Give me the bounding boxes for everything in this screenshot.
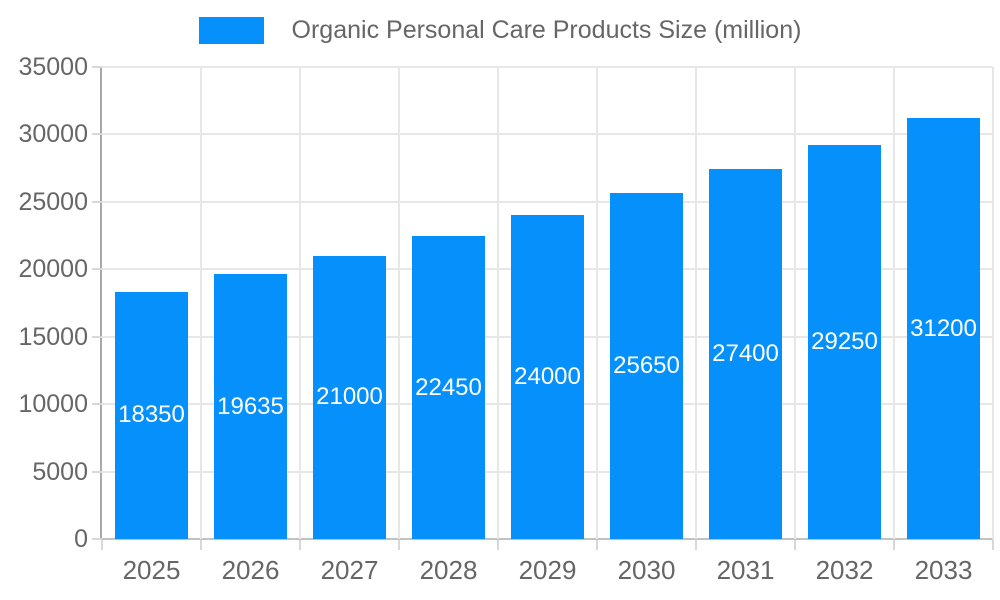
bar-value-label: 21000 — [316, 383, 383, 411]
x-tick-mark — [695, 540, 697, 550]
x-tick-mark — [398, 540, 400, 550]
bar-value-label: 29250 — [811, 327, 878, 355]
x-tick-label: 2032 — [815, 555, 874, 585]
y-tick-label: 10000 — [18, 390, 88, 419]
bar-2031[interactable]: 27400 — [709, 169, 782, 539]
y-tick-mark — [92, 66, 102, 68]
y-tick-label: 5000 — [32, 457, 88, 486]
x-tick-mark — [497, 540, 499, 550]
bar-value-label: 24000 — [514, 363, 581, 391]
gridline-v — [200, 67, 202, 539]
bar-2032[interactable]: 29250 — [808, 144, 881, 539]
gridline-v — [893, 67, 895, 539]
bar-2027[interactable]: 21000 — [313, 255, 386, 539]
x-tick-mark — [101, 540, 103, 550]
bar-2030[interactable]: 25650 — [610, 193, 683, 539]
gridline-v — [398, 67, 400, 539]
legend-label: Organic Personal Care Products Size (mil… — [291, 16, 802, 44]
x-tick-label: 2026 — [221, 555, 280, 585]
x-tick-mark — [596, 540, 598, 550]
x-tick-mark — [299, 540, 301, 550]
y-tick-mark — [92, 200, 102, 203]
y-tick-mark — [92, 470, 102, 473]
x-axis: 2025 2026 2027 2028 2029 2030 2031 2032 2033 — [102, 554, 993, 590]
x-tick-mark — [200, 540, 202, 550]
y-tick-mark — [92, 538, 102, 540]
y-axis-line — [100, 67, 102, 539]
gridline-v — [299, 67, 301, 539]
gridline-v — [596, 67, 598, 539]
bar-2028[interactable]: 22450 — [412, 236, 485, 539]
bar-value-label: 31200 — [910, 314, 977, 342]
bar-value-label: 19635 — [217, 392, 284, 420]
bar-value-label: 18350 — [118, 401, 185, 429]
x-axis-line — [92, 538, 993, 540]
gridline-h — [102, 200, 993, 203]
gridline-v — [497, 67, 499, 539]
x-tick-label: 2030 — [617, 555, 676, 585]
bar-2029[interactable]: 24000 — [511, 215, 584, 539]
x-tick-label: 2025 — [122, 555, 181, 585]
y-tick-mark — [92, 335, 102, 338]
x-tick-label: 2033 — [914, 555, 973, 585]
gridline-h — [102, 66, 993, 68]
x-tick-label: 2031 — [716, 555, 775, 585]
bar-value-label: 22450 — [415, 373, 482, 401]
y-tick-label: 35000 — [18, 53, 88, 81]
y-tick-label: 15000 — [18, 322, 88, 351]
plot-area: 18350 19635 21000 22450 24000 25650 27400 29250… — [102, 66, 994, 539]
y-tick-label: 30000 — [18, 120, 88, 149]
x-tick-label: 2027 — [320, 555, 379, 585]
x-tick-label: 2029 — [518, 555, 577, 585]
legend-swatch — [198, 17, 264, 44]
y-tick-mark — [92, 403, 102, 406]
bar-2025[interactable]: 18350 — [115, 291, 188, 539]
y-tick-label: 0 — [74, 525, 88, 553]
x-tick-mark — [794, 540, 796, 550]
legend[interactable]: Organic Personal Care Products Size (mil… — [0, 16, 1000, 45]
gridline-v — [992, 67, 994, 539]
y-tick-label: 25000 — [18, 187, 88, 216]
x-tick-mark — [893, 540, 895, 550]
gridline-v — [794, 67, 796, 539]
bar-2033[interactable]: 31200 — [907, 118, 980, 539]
bar-2026[interactable]: 19635 — [214, 274, 287, 539]
gridline-v — [695, 67, 697, 539]
y-tick-label: 20000 — [18, 255, 88, 284]
bar-value-label: 25650 — [613, 352, 680, 380]
y-axis: 0 5000 10000 15000 20000 25000 30000 35000 — [0, 53, 88, 553]
y-tick-mark — [92, 268, 102, 271]
gridline-h — [102, 133, 993, 136]
bar-value-label: 27400 — [712, 340, 779, 368]
x-tick-mark — [992, 540, 994, 550]
x-tick-label: 2028 — [419, 555, 478, 585]
y-tick-mark — [92, 133, 102, 136]
